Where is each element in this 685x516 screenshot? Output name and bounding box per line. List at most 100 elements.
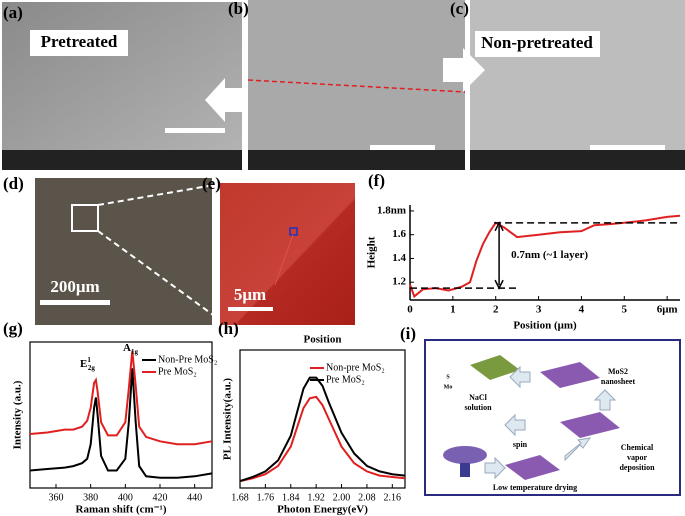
scale-text: 5μm [234,285,266,304]
peak-label-base: E [80,358,87,370]
scale-bar [590,145,665,150]
data-line [239,376,406,483]
y-axis-label: Intensity (a.u.) [12,380,24,449]
x-tick-label: 420 [153,492,168,503]
peak-label-sub: 2g [88,364,96,372]
x-tick-label: 2 [493,304,499,316]
data-line [29,350,213,446]
x-axis-label: Position (μm) [513,320,577,332]
arrow-head [494,221,504,290]
x-axis-label: Photon Energy(eV) [277,504,368,516]
diagram-label: spin [513,440,528,449]
zoom-box [71,204,99,232]
scale-bar [165,128,225,133]
diagram-label: vapor [627,453,647,462]
panel-label: (h) [218,319,239,338]
panel-label: (c) [450,0,469,18]
diagram-label: Mo [444,384,453,390]
sem-footer [470,150,685,170]
x-tick-label: 2.08 [358,492,376,503]
y-axis-label: PL Intensity(a.u.) [222,378,234,461]
x-tick-label: 0 [407,304,413,316]
panel-label: (e) [202,174,221,193]
substrate [560,412,620,438]
arrow [504,413,526,437]
sem-image [248,0,465,170]
diagram-label: solution [464,403,492,412]
data-line [29,368,213,479]
peak-label: A1g [123,342,138,356]
plot-frame [29,341,213,489]
y-tick-label: 1.2 [392,276,406,288]
diagram-label: deposition [619,463,655,472]
panel-label: (f) [368,171,385,190]
scale-bar [228,307,273,311]
diagram-label: Low temperature drying [493,483,577,492]
sem-image [470,0,685,170]
legend-label: Pre MoS₂ [326,374,365,385]
boundary-line [247,79,466,93]
x-tick-label: 6μm [657,304,678,316]
label-box [475,31,600,57]
panel-label: (b) [228,0,249,18]
peak-label-sub: 1g [131,348,139,356]
x-tick-label: 1 [450,304,456,316]
legend-label: Non-pre MoS₂ [326,362,385,373]
legend-label: Pre MoS₂ [158,366,197,377]
plot-frame [239,349,406,489]
panel-label: (d) [3,174,24,193]
legend-label: Non-Pre MoS₂ [158,354,217,365]
afm-marker [289,227,298,236]
x-tick-label: 4 [579,304,585,316]
x-tick-label: 2.16 [384,492,402,503]
zoom-line [97,230,221,321]
scale-bar [370,145,435,150]
afm-image [220,183,355,325]
x-tick-label: 5 [622,304,628,316]
x-tick-label: 2.00 [333,492,351,503]
panel-label: (g) [3,319,23,338]
x-tick-label: 380 [83,492,98,503]
y-tick-label: 1.8nm [377,204,406,216]
x-tick-label: 1.84 [282,492,300,503]
x-tick-label: 440 [187,492,202,503]
arrow [593,389,617,411]
panel-label: (a) [3,3,23,22]
substrate [505,455,560,480]
x-tick-label: 1.92 [307,492,325,503]
x-tick-label: 1.76 [257,492,275,503]
diagram-label: NaCl [469,393,488,402]
scale-bar [40,300,110,305]
peak-label: E1 2g [80,356,95,372]
sem-footer [2,150,242,170]
panel-text: Non-pretreated [481,33,593,52]
y-axis-label: Height [366,236,378,268]
scale-text: 200μm [50,277,99,296]
y-tick-label: 1.4 [392,252,406,264]
diagram-label: S [446,374,450,380]
data-line [239,395,406,483]
diagram-label: nanosheet [601,377,636,386]
zoom-line [97,183,221,206]
lattice [470,355,520,380]
annotation: 0.7nm (~1 layer) [511,249,588,261]
arrow [484,456,506,480]
diagram-label: MoS2 [608,367,628,376]
chart-title: Position [304,334,342,346]
arrow [509,365,531,389]
sem-image [2,2,242,170]
substrate [540,362,600,388]
diagram-label: Chemical [621,443,654,452]
profile-line [274,234,294,286]
arrow [564,437,592,462]
x-tick-label: 1.68 [231,492,249,503]
sem-footer [248,150,465,170]
x-axis-label: Raman shift (cm⁻¹) [76,504,167,516]
peak-label-sup: 1 [87,356,91,364]
peak-label-base: A [123,342,131,354]
spin-coater [443,446,487,464]
spin-coater [460,463,470,477]
panel-text: Pretreated [41,32,118,51]
